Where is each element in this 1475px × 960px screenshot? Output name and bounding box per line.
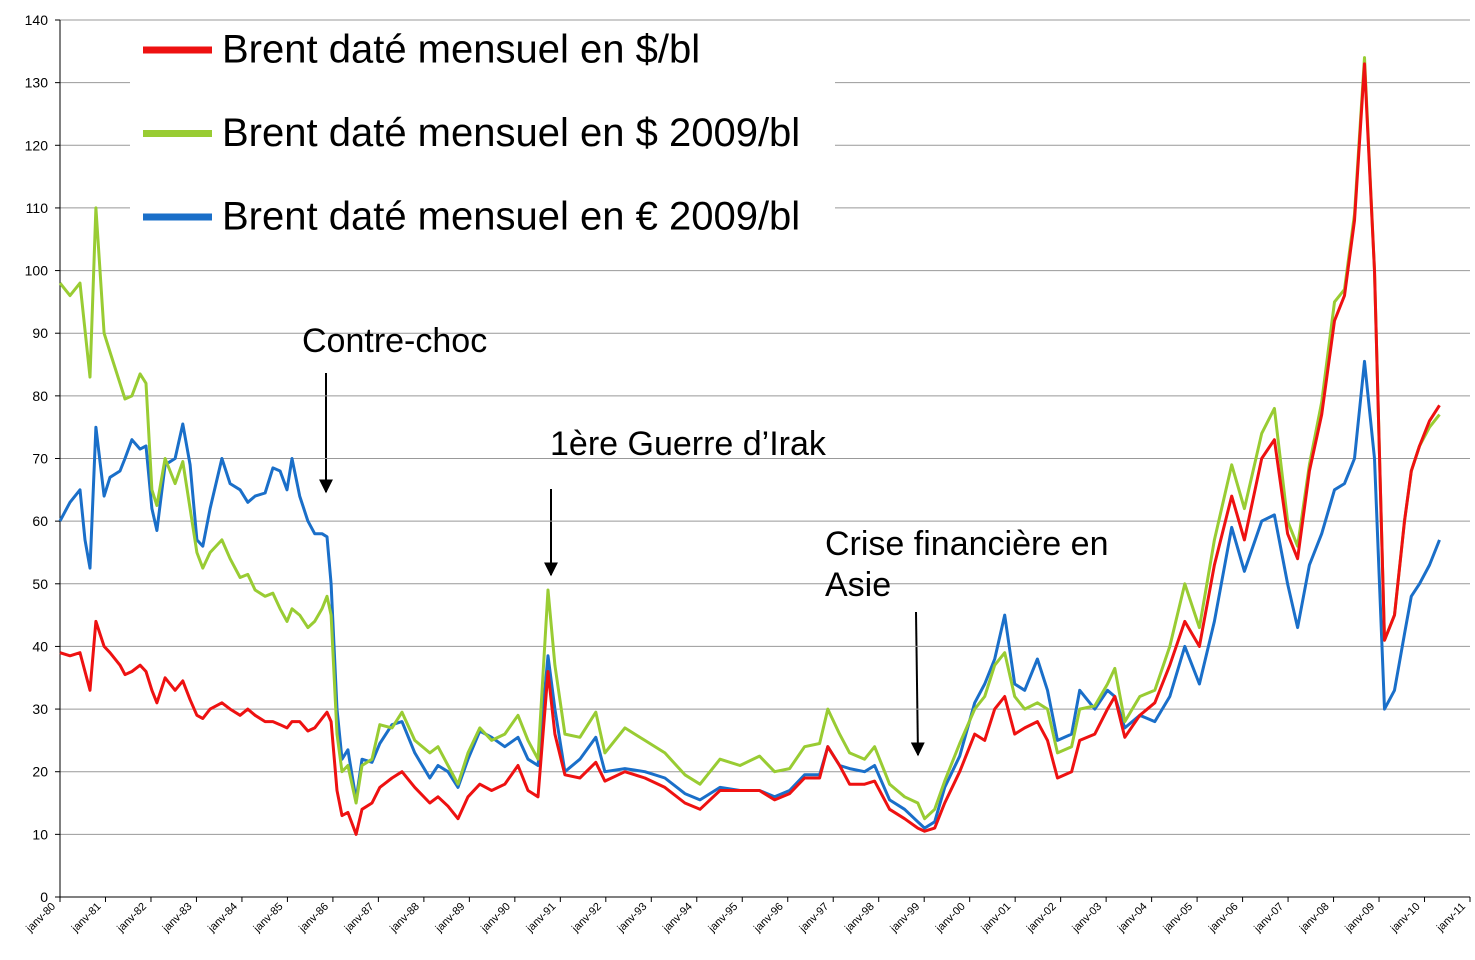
y-tick-label: 120 [25, 137, 49, 153]
y-tick-label: 90 [32, 325, 48, 341]
y-tick-label: 70 [32, 451, 48, 467]
x-tick-label: janv-00 [933, 901, 968, 936]
series-line [58, 359, 1441, 830]
x-tick-label: janv-85 [251, 901, 286, 936]
y-tick-label: 10 [32, 826, 48, 842]
legend-label: Brent daté mensuel en € 2009/bl [222, 195, 800, 239]
x-tick-label: janv-09 [1342, 901, 1377, 936]
legend-label: Brent daté mensuel en $ 2009/bl [222, 111, 800, 155]
y-tick-label: 100 [25, 263, 49, 279]
y-tick-label: 110 [26, 200, 49, 216]
x-tick-label: janv-03 [1070, 901, 1105, 936]
x-tick-label: janv-96 [751, 901, 786, 936]
y-tick-label: 140 [25, 12, 49, 28]
x-tick-label: janv-86 [296, 901, 331, 936]
x-tick-label: janv-91 [524, 901, 559, 936]
x-tick-label: janv-87 [342, 901, 377, 936]
series-line [59, 62, 1441, 836]
x-tick-label: janv-07 [1251, 901, 1286, 936]
legend-label: Brent daté mensuel en $/bl [222, 28, 700, 72]
x-tick-label: janv-93 [615, 901, 650, 936]
x-tick-label: janv-01 [979, 901, 1014, 936]
annotation: Crise financière en [825, 525, 1108, 563]
series-line [58, 56, 1441, 821]
legend-box [130, 22, 835, 247]
x-tick-label: janv-84 [205, 901, 240, 936]
x-tick-label: janv-11 [1434, 901, 1468, 935]
x-tick-label: janv-94 [660, 901, 695, 936]
x-tick-label: janv-06 [1206, 901, 1241, 936]
x-tick-label: janv-82 [114, 901, 149, 936]
x-tick-label: janv-95 [706, 901, 741, 936]
x-tick-label: janv-90 [478, 901, 513, 936]
x-tick-label: janv-10 [1388, 901, 1423, 936]
x-tick-label: janv-83 [160, 901, 195, 936]
annotation: Asie [825, 566, 891, 604]
x-tick-label: janv-97 [797, 901, 832, 936]
y-tick-label: 130 [25, 75, 49, 91]
x-tick-label: janv-88 [387, 901, 422, 936]
x-tick-label: janv-99 [888, 901, 923, 936]
x-tick-label: janv-05 [1161, 901, 1196, 936]
x-tick-label: janv-92 [569, 901, 604, 936]
y-tick-label: 50 [32, 576, 48, 592]
x-tick-label: janv-08 [1297, 901, 1332, 936]
y-tick-label: 0 [40, 889, 48, 905]
x-tick-label: janv-89 [433, 901, 468, 936]
arrow [910, 611, 925, 757]
y-tick-label: 80 [32, 388, 48, 404]
y-tick-label: 60 [32, 513, 48, 529]
x-tick-label: janv-02 [1024, 901, 1059, 936]
x-tick-label: janv-80 [23, 901, 58, 936]
y-tick-label: 20 [32, 764, 48, 780]
annotation: 1ère Guerre d’Irak [550, 425, 827, 463]
y-tick-label: 30 [32, 701, 48, 717]
y-tick-label: 40 [32, 638, 48, 654]
annotation: Contre-choc [302, 322, 487, 360]
x-tick-label: janv-04 [1115, 901, 1150, 936]
x-tick-label: janv-81 [69, 901, 104, 936]
x-tick-label: janv-98 [842, 901, 877, 936]
